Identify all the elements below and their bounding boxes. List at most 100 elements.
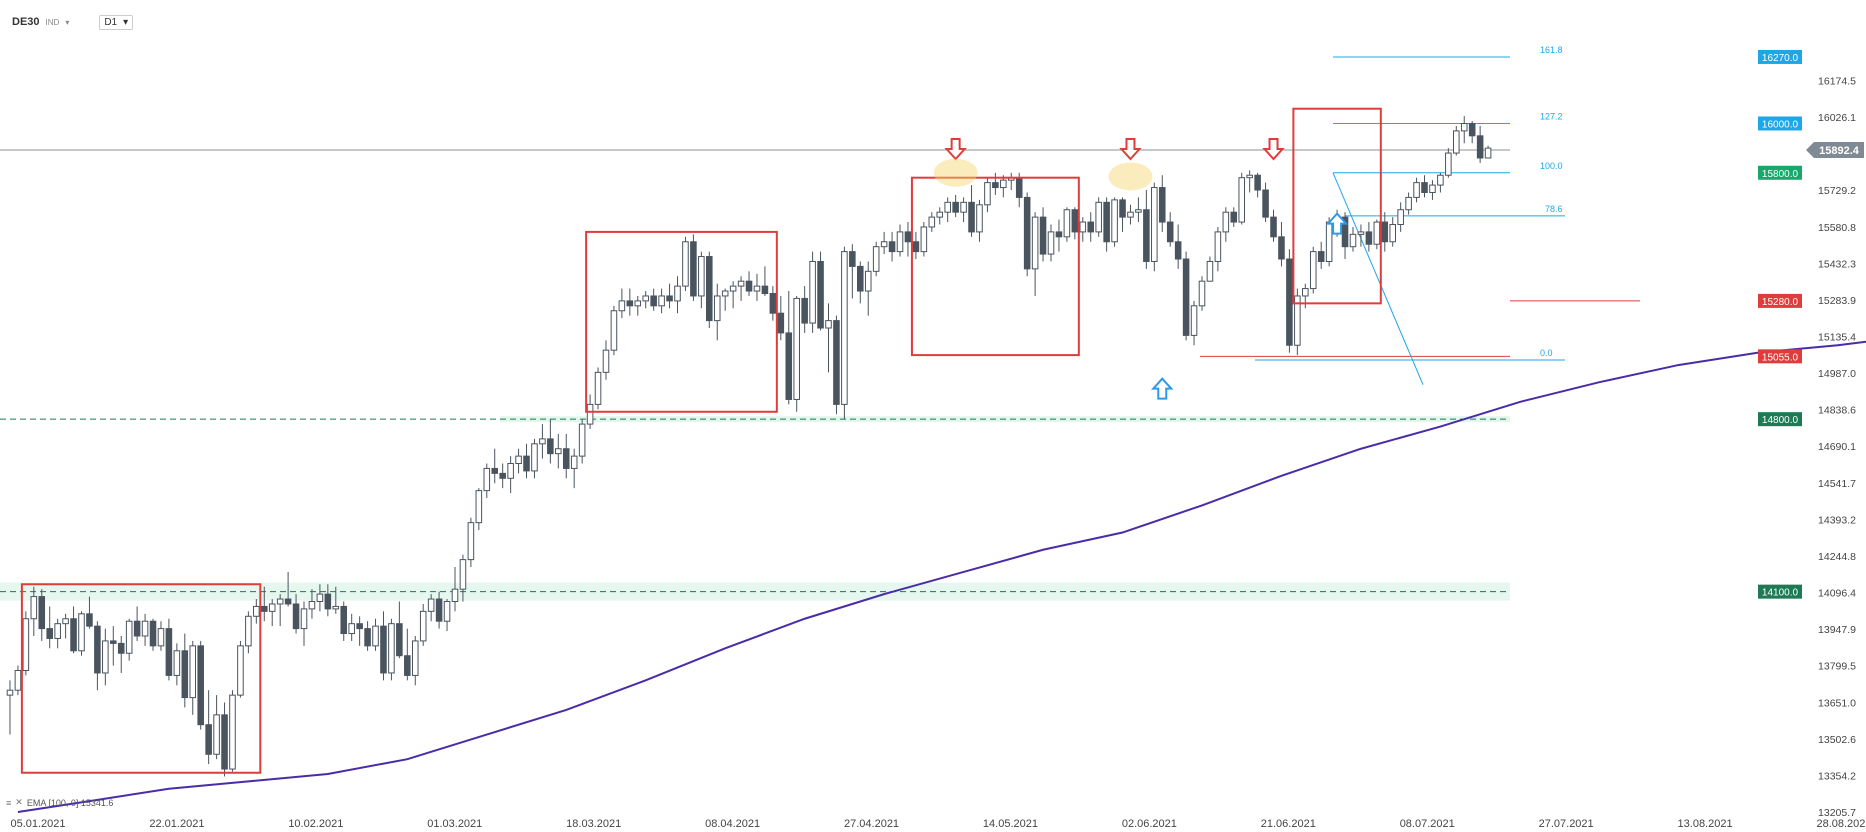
- candle-body: [1270, 216, 1277, 238]
- candle-body: [777, 312, 785, 334]
- y-tick-label: 13799.5: [1818, 661, 1856, 673]
- candle-body: [618, 300, 626, 312]
- candle-body: [872, 246, 880, 272]
- candle-body: [1047, 231, 1055, 255]
- candle-body: [110, 640, 117, 644]
- candle-body: [284, 598, 292, 605]
- candle-body: [1309, 251, 1317, 290]
- chevron-down-icon[interactable]: ▾: [65, 17, 70, 27]
- price-tag-text: 14100.0: [1762, 588, 1799, 599]
- timeframe-select[interactable]: D1 ▾: [99, 14, 134, 30]
- candle-body: [1095, 201, 1102, 233]
- x-tick-label: 21.06.2021: [1261, 818, 1316, 830]
- candle-body: [388, 623, 395, 674]
- candle-body: [404, 655, 411, 676]
- ema-legend: ≡ ✕ EMA [100, 0] 15341.6: [6, 797, 113, 808]
- candle-body: [205, 724, 212, 755]
- y-tick-label: 14690.1: [1818, 441, 1856, 453]
- candle-body: [1103, 201, 1110, 243]
- candle-body: [197, 645, 204, 726]
- candle-body: [475, 490, 483, 524]
- candle-body: [1405, 196, 1412, 211]
- candle-body: [102, 640, 109, 674]
- candle-body: [753, 285, 761, 292]
- candle-body: [562, 448, 570, 469]
- candle-body: [276, 598, 284, 605]
- x-tick-label: 05.01.2021: [10, 818, 65, 830]
- candle-body: [253, 605, 260, 617]
- candle-body: [54, 623, 61, 639]
- candle-body: [1087, 221, 1095, 233]
- candle-body: [1198, 280, 1206, 307]
- candle-body: [1476, 135, 1484, 159]
- candle-body: [78, 613, 85, 652]
- candle-body: [928, 216, 936, 228]
- top-highlight-1: [1108, 162, 1153, 191]
- y-tick-label: 14541.7: [1818, 478, 1856, 490]
- candle-body: [507, 463, 514, 479]
- candle-body: [801, 297, 808, 324]
- candle-body: [1135, 209, 1142, 213]
- y-tick-label: 13205.7: [1818, 807, 1856, 819]
- x-tick-label: 10.02.2021: [288, 818, 343, 830]
- candle-body: [1222, 211, 1230, 233]
- candle-body: [451, 588, 459, 603]
- candle-body: [817, 260, 824, 329]
- candle-body: [62, 618, 69, 625]
- ema-polyline: [17, 340, 1866, 813]
- x-tick-label: 14.05.2021: [983, 818, 1038, 830]
- y-tick-label: 15580.8: [1818, 222, 1856, 234]
- close-icon[interactable]: ✕: [15, 797, 23, 807]
- candle-body: [1158, 187, 1166, 223]
- candle-body: [594, 371, 602, 405]
- price-tag-6: [1758, 584, 1802, 599]
- candle-body: [46, 628, 53, 639]
- candle-body: [658, 295, 665, 307]
- candle-body: [1023, 196, 1031, 270]
- y-tick-label: 15729.2: [1818, 185, 1856, 197]
- symbol-label[interactable]: DE30: [12, 16, 40, 28]
- candle-body: [86, 613, 93, 627]
- candle-body: [1381, 221, 1389, 243]
- candle-body: [1317, 251, 1325, 262]
- list-icon[interactable]: ≡: [6, 797, 12, 808]
- candle-body: [737, 280, 745, 287]
- candle-body: [435, 598, 443, 622]
- y-tick-label: 13354.2: [1818, 770, 1856, 782]
- candle-body: [6, 689, 14, 696]
- horizontal-levels: 161.8 127.2 100.0 78.6 0.0: [0, 45, 1640, 593]
- x-tick-label: 01.03.2021: [427, 818, 482, 830]
- candle-body: [1397, 209, 1404, 226]
- candle-body: [1063, 209, 1071, 238]
- candle-body: [245, 615, 252, 647]
- candle-body: [920, 226, 928, 253]
- candle-body: [674, 285, 681, 302]
- y-tick-label: 15432.3: [1818, 258, 1856, 270]
- x-tick-label: 28.08.2021: [1816, 818, 1866, 830]
- candle-body: [1302, 288, 1309, 297]
- candle-body: [308, 601, 316, 610]
- x-tick-label: 22.01.2021: [149, 818, 204, 830]
- candle-body: [896, 231, 904, 253]
- instrument-type-label: IND: [45, 17, 60, 27]
- candle-body: [1468, 122, 1476, 137]
- candle-body: [729, 285, 737, 292]
- price-tag-2: [1758, 165, 1802, 180]
- candle-body: [785, 332, 793, 400]
- candle-body: [260, 605, 268, 612]
- y-tick-label: 15283.9: [1818, 295, 1856, 307]
- candle-body: [38, 596, 46, 630]
- candle-body: [825, 320, 832, 329]
- ema-legend-label: EMA [100, 0] 15341.6: [26, 797, 114, 808]
- highlight-box-0: [20, 583, 262, 774]
- candle-body: [332, 605, 340, 610]
- candle-body: [165, 628, 173, 676]
- arrow-up-icon: [1325, 212, 1349, 235]
- candle-body: [1437, 174, 1444, 186]
- candle-body: [1230, 211, 1238, 223]
- candle-body: [1278, 236, 1285, 260]
- candle-body: [809, 260, 816, 324]
- candle-body: [133, 620, 141, 637]
- candle-body: [666, 295, 673, 302]
